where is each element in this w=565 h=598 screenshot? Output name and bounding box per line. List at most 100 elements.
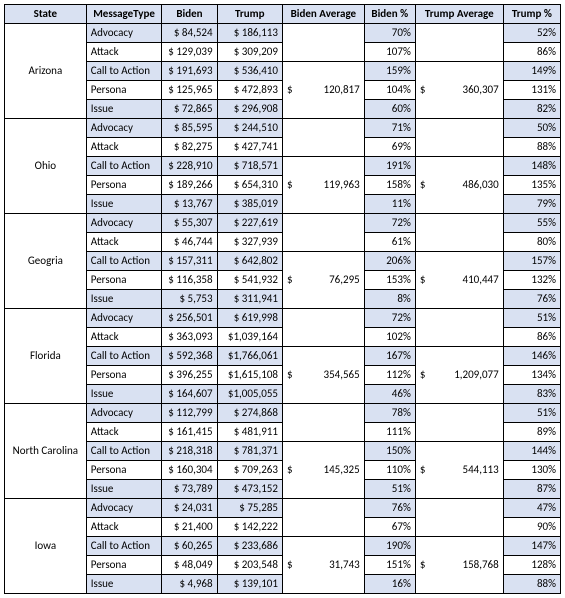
table-row: GeogriaAdvocacy$ 55,307$ 227,61972%55% (5, 214, 561, 233)
biden-cell: $ 85,595 (162, 119, 217, 138)
biden-avg-cell: $119,963 (282, 157, 364, 214)
biden-pct-cell: 206% (364, 252, 415, 271)
state-cell: Geogria (5, 214, 87, 309)
trump-cell: $ 481,911 (217, 423, 282, 442)
trump-cell: $ 385,019 (217, 195, 282, 214)
message-type-cell: Advocacy (86, 309, 162, 328)
biden-pct-cell: 150% (364, 442, 415, 461)
table-row: IowaAdvocacy$ 24,031$ 75,28576%47% (5, 499, 561, 518)
biden-avg-cell (282, 309, 364, 347)
message-type-cell: Call to Action (86, 537, 162, 556)
col-header: Biden % (364, 5, 415, 24)
trump-avg-cell (415, 404, 503, 442)
biden-pct-cell: 190% (364, 537, 415, 556)
biden-cell: $ 24,031 (162, 499, 217, 518)
biden-pct-cell: 76% (364, 499, 415, 518)
trump-pct-cell: 83% (503, 385, 560, 404)
biden-cell: $ 592,368 (162, 347, 217, 366)
col-header: Biden Average (282, 5, 364, 24)
state-cell: Ohio (5, 119, 87, 214)
biden-cell: $ 46,744 (162, 233, 217, 252)
trump-pct-cell: 51% (503, 404, 560, 423)
trump-avg-cell (415, 24, 503, 62)
trump-cell: $ 781,371 (217, 442, 282, 461)
biden-pct-cell: 107% (364, 43, 415, 62)
trump-avg-cell: $486,030 (415, 157, 503, 214)
message-type-cell: Call to Action (86, 347, 162, 366)
biden-avg-cell: $354,565 (282, 347, 364, 404)
trump-avg-cell: $360,307 (415, 62, 503, 119)
biden-cell: $ 5,753 (162, 290, 217, 309)
biden-cell: $ 82,275 (162, 138, 217, 157)
biden-pct-cell: 158% (364, 176, 415, 195)
table-row: FloridaAdvocacy$ 256,501$ 619,99872%51% (5, 309, 561, 328)
message-type-cell: Persona (86, 556, 162, 575)
message-type-cell: Advocacy (86, 119, 162, 138)
biden-avg-cell: $31,743 (282, 537, 364, 594)
message-type-cell: Attack (86, 518, 162, 537)
biden-cell: $ 73,789 (162, 480, 217, 499)
biden-pct-cell: 112% (364, 366, 415, 385)
trump-cell: $1,005,055 (217, 385, 282, 404)
message-type-cell: Attack (86, 138, 162, 157)
trump-pct-cell: 131% (503, 81, 560, 100)
biden-pct-cell: 159% (364, 62, 415, 81)
biden-pct-cell: 167% (364, 347, 415, 366)
message-type-cell: Attack (86, 233, 162, 252)
col-header: Biden (162, 5, 217, 24)
biden-pct-cell: 191% (364, 157, 415, 176)
table-row: Call to Action$ 592,368$1,766,061$354,56… (5, 347, 561, 366)
biden-pct-cell: 51% (364, 480, 415, 499)
biden-cell: $ 48,049 (162, 556, 217, 575)
trump-pct-cell: 80% (503, 233, 560, 252)
table-row: ArizonaAdvocacy$ 84,524$ 186,11370%52% (5, 24, 561, 43)
trump-pct-cell: 144% (503, 442, 560, 461)
table-row: North CarolinaAdvocacy$ 112,799$ 274,868… (5, 404, 561, 423)
biden-cell: $ 161,415 (162, 423, 217, 442)
trump-cell: $ 472,893 (217, 81, 282, 100)
biden-cell: $ 84,524 (162, 24, 217, 43)
table-row: Call to Action$ 218,318$ 781,371$145,325… (5, 442, 561, 461)
biden-pct-cell: 69% (364, 138, 415, 157)
biden-cell: $ 72,865 (162, 100, 217, 119)
message-type-cell: Issue (86, 480, 162, 499)
trump-cell: $ 309,209 (217, 43, 282, 62)
biden-cell: $ 363,093 (162, 328, 217, 347)
col-header: Trump % (503, 5, 560, 24)
biden-cell: $ 218,318 (162, 442, 217, 461)
trump-pct-cell: 134% (503, 366, 560, 385)
trump-pct-cell: 50% (503, 119, 560, 138)
biden-avg-cell (282, 404, 364, 442)
biden-cell: $ 228,910 (162, 157, 217, 176)
trump-avg-cell (415, 499, 503, 537)
trump-pct-cell: 148% (503, 157, 560, 176)
header-row: StateMessageTypeBidenTrumpBiden AverageB… (5, 5, 561, 24)
trump-pct-cell: 89% (503, 423, 560, 442)
biden-pct-cell: 60% (364, 100, 415, 119)
table-row: Call to Action$ 157,311$ 642,802$76,2952… (5, 252, 561, 271)
biden-avg-cell: $120,817 (282, 62, 364, 119)
data-table: StateMessageTypeBidenTrumpBiden AverageB… (4, 4, 561, 594)
trump-pct-cell: 147% (503, 537, 560, 556)
biden-pct-cell: 67% (364, 518, 415, 537)
trump-cell: $ 227,619 (217, 214, 282, 233)
message-type-cell: Persona (86, 271, 162, 290)
message-type-cell: Advocacy (86, 24, 162, 43)
trump-pct-cell: 135% (503, 176, 560, 195)
biden-avg-cell: $145,325 (282, 442, 364, 499)
biden-avg-cell (282, 214, 364, 252)
biden-pct-cell: 78% (364, 404, 415, 423)
biden-cell: $ 129,039 (162, 43, 217, 62)
trump-cell: $ 296,908 (217, 100, 282, 119)
message-type-cell: Persona (86, 461, 162, 480)
table-row: OhioAdvocacy$ 85,595$ 244,51071%50% (5, 119, 561, 138)
biden-avg-cell (282, 24, 364, 62)
trump-cell: $ 233,686 (217, 537, 282, 556)
trump-cell: $ 619,998 (217, 309, 282, 328)
biden-avg-cell: $76,295 (282, 252, 364, 309)
trump-cell: $ 186,113 (217, 24, 282, 43)
trump-avg-cell: $158,768 (415, 537, 503, 594)
biden-pct-cell: 61% (364, 233, 415, 252)
trump-cell: $ 709,263 (217, 461, 282, 480)
biden-cell: $ 191,693 (162, 62, 217, 81)
